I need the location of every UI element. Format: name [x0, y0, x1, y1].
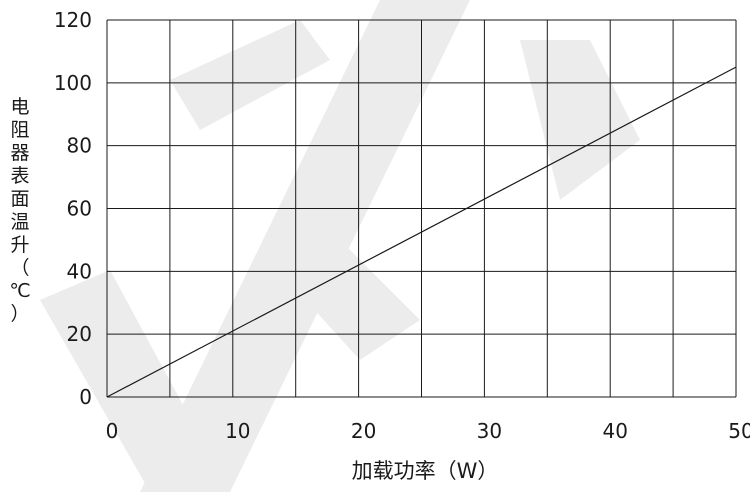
y-axis-label-char: 阻: [10, 119, 29, 141]
y-axis-ticks: 0 20 40 60 80 100 120: [54, 8, 92, 409]
grid: [106, 19, 737, 398]
x-tick-label: 40: [602, 419, 627, 443]
y-tick-label: 0: [79, 385, 92, 409]
series-line-0: [106, 66, 737, 398]
y-tick-label: 120: [54, 8, 92, 32]
y-axis-label-char: 电: [10, 96, 29, 118]
y-axis-label-char: 升: [10, 234, 29, 256]
x-tick-label: 30: [477, 419, 502, 443]
y-axis-label-char: （: [10, 257, 29, 279]
y-tick-label: 80: [67, 134, 92, 158]
x-tick-label: 0: [106, 419, 119, 443]
y-tick-label: 60: [67, 197, 92, 221]
y-axis-label-char: 表: [10, 165, 29, 187]
y-tick-label: 100: [54, 71, 92, 95]
series-layer: [106, 66, 737, 398]
y-tick-label: 40: [67, 259, 92, 283]
x-axis-label: 加载功率（W）: [352, 459, 499, 483]
y-axis-label-char: ）: [10, 303, 29, 325]
x-tick-label: 20: [351, 419, 376, 443]
x-axis-ticks: 0 10 20 30 40 50: [106, 419, 750, 443]
y-axis-label-char: 器: [10, 142, 29, 164]
x-tick-label: 50: [728, 419, 750, 443]
x-tick-label: 10: [225, 419, 250, 443]
watermark: [40, 0, 640, 492]
y-axis-label-char: 温: [10, 211, 29, 233]
y-tick-label: 20: [67, 322, 92, 346]
y-axis-label-char: ℃: [9, 280, 30, 302]
y-axis-label-char: 面: [10, 188, 29, 210]
